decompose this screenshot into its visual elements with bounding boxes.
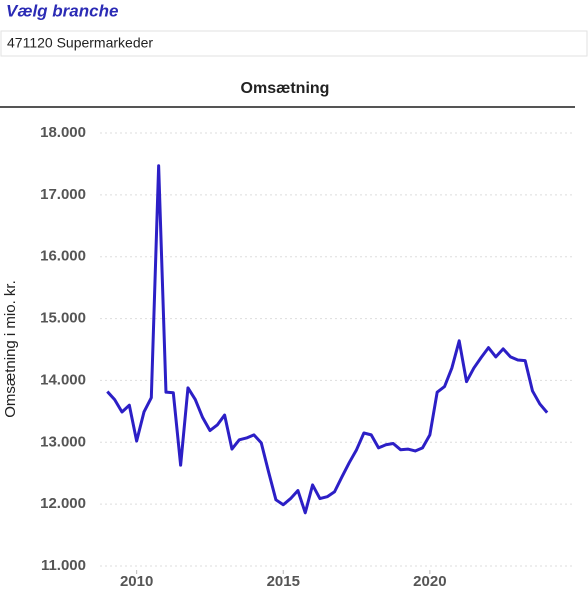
- filter-value: 471120 Supermarkeder: [7, 35, 153, 51]
- y-tick-label: 18.000: [40, 124, 86, 141]
- y-tick-label: 17.000: [40, 186, 86, 203]
- x-tick-label: 2020: [413, 573, 446, 590]
- y-tick-label: 16.000: [40, 248, 86, 265]
- x-tick-label: 2015: [267, 573, 300, 590]
- y-axis-label: Omsætning i mio. kr.: [2, 280, 19, 418]
- filter-label: Vælg branche: [6, 1, 118, 20]
- y-tick-label: 13.000: [40, 433, 86, 450]
- x-tick-label: 2010: [120, 573, 153, 590]
- y-tick-label: 14.000: [40, 371, 86, 388]
- filter-select[interactable]: [0, 30, 588, 57]
- y-tick-label: 12.000: [40, 495, 86, 512]
- y-tick-label: 15.000: [40, 310, 86, 327]
- y-tick-label: 11.000: [41, 557, 86, 574]
- chart-title: Omsætning: [241, 80, 330, 97]
- data-line: [106, 164, 549, 515]
